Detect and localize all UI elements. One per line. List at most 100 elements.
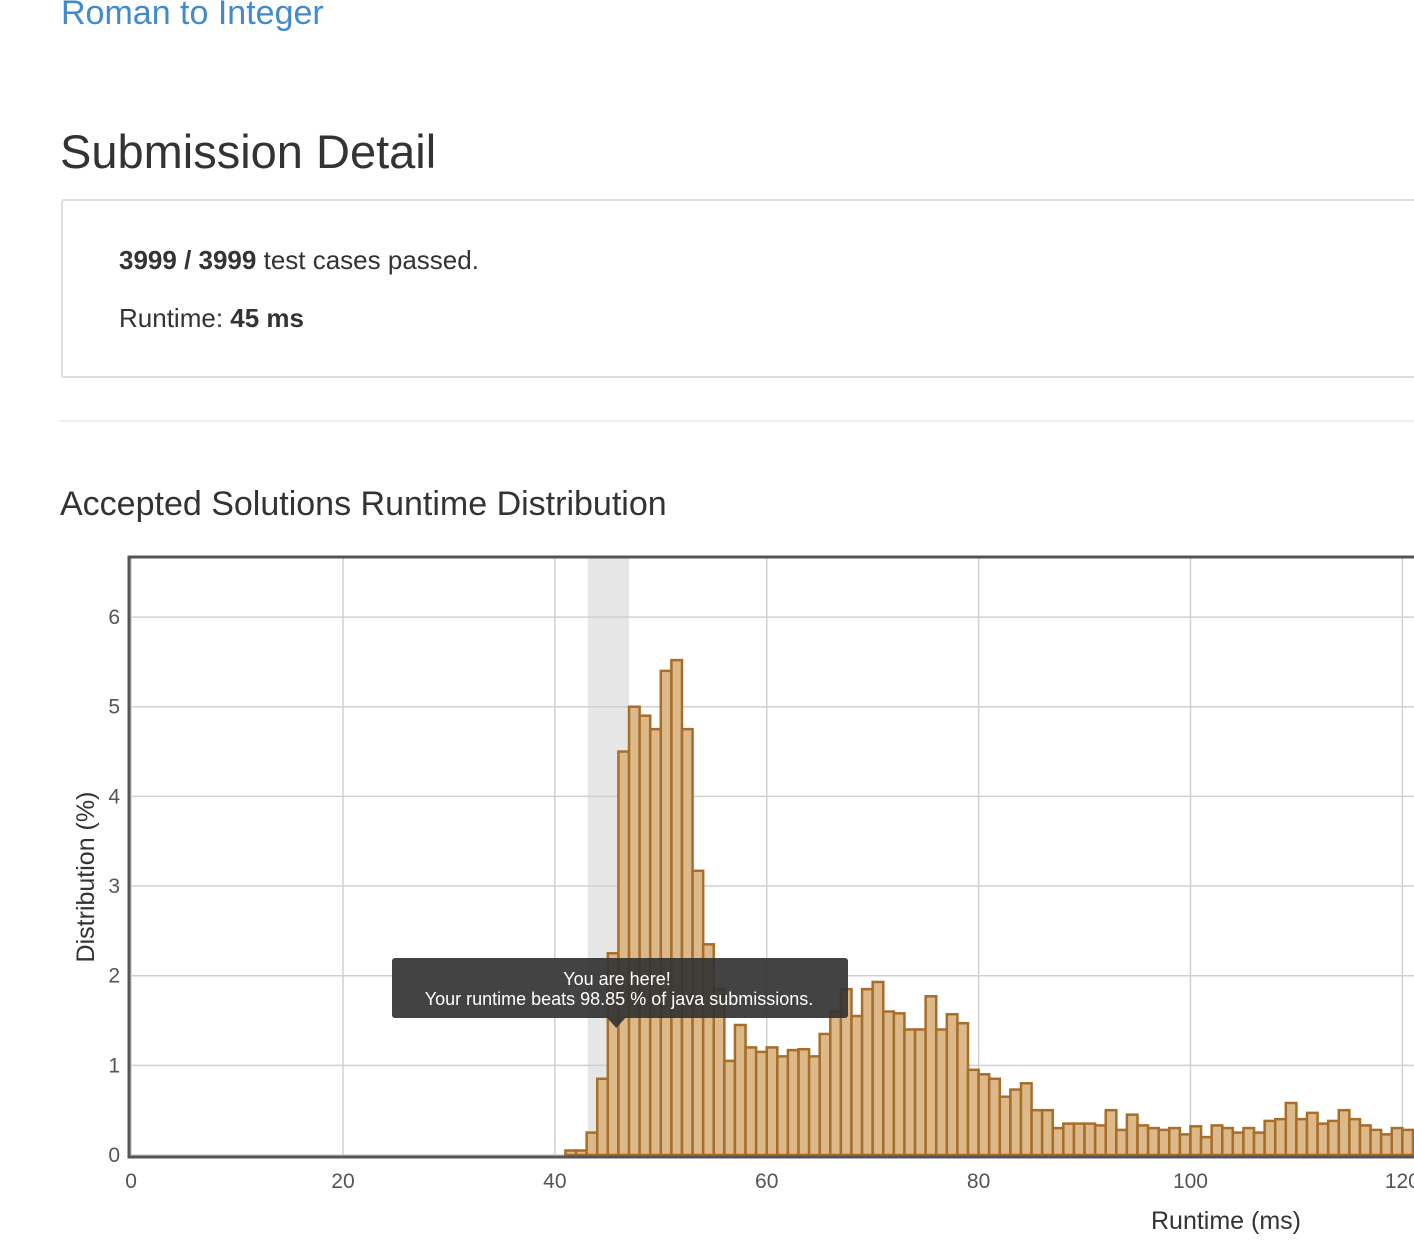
bar	[776, 1055, 790, 1157]
tooltip: You are here!Your runtime beats 98.85 % …	[392, 958, 848, 1028]
bar	[1125, 1113, 1139, 1157]
y-tick-label: 3	[108, 875, 120, 898]
x-tick-label: 0	[125, 1170, 137, 1193]
bar	[1263, 1119, 1277, 1157]
bar	[1273, 1117, 1288, 1157]
bar	[829, 1010, 843, 1157]
y-tick-label: 0	[108, 1144, 120, 1167]
bar	[1305, 1111, 1319, 1157]
bar	[1019, 1082, 1033, 1157]
bar	[977, 1073, 991, 1157]
bar	[882, 1010, 896, 1157]
bar	[924, 995, 938, 1157]
bar	[617, 750, 631, 1157]
bar	[1136, 1124, 1150, 1157]
tooltip-arrow	[607, 1018, 626, 1028]
bar	[1115, 1128, 1129, 1157]
bar	[670, 658, 684, 1157]
bar	[892, 1012, 906, 1157]
bar	[1157, 1128, 1171, 1157]
bar	[723, 1059, 737, 1157]
bar	[1051, 1126, 1065, 1157]
bar	[1040, 1108, 1055, 1157]
bar	[1295, 1117, 1309, 1157]
bar	[1062, 1122, 1076, 1157]
bar	[860, 987, 874, 1157]
passed-count: 3999 / 3999	[119, 245, 257, 275]
bar	[913, 1028, 927, 1157]
x-tick-label: 100	[1173, 1170, 1208, 1193]
bar	[871, 980, 885, 1157]
bar	[998, 1095, 1012, 1157]
bar	[627, 705, 641, 1157]
bar	[1221, 1126, 1235, 1157]
bar	[797, 1047, 811, 1157]
bar	[1379, 1133, 1394, 1157]
bar	[1030, 1108, 1044, 1157]
bar	[1189, 1125, 1203, 1157]
bar	[850, 1014, 864, 1157]
divider	[60, 420, 1414, 422]
bar	[966, 1068, 980, 1157]
bar	[1210, 1124, 1224, 1157]
bar	[1083, 1122, 1097, 1157]
bar	[765, 1046, 779, 1157]
bar	[903, 1028, 917, 1157]
chart-heading: Accepted Solutions Runtime Distribution	[60, 485, 667, 523]
passed-line: 3999 / 3999 test cases passed.	[119, 245, 479, 276]
bar	[585, 1131, 599, 1157]
bar	[1401, 1128, 1414, 1157]
y-tick-label: 2	[108, 965, 120, 988]
bar	[987, 1077, 1002, 1157]
bar	[1358, 1124, 1372, 1157]
x-axis-label: Runtime (ms)	[1151, 1207, 1301, 1235]
x-tick-label: 40	[543, 1170, 566, 1193]
x-tick-label: 80	[967, 1170, 990, 1193]
y-tick-label: 4	[108, 785, 120, 808]
bar	[564, 1149, 578, 1157]
bar	[680, 727, 694, 1157]
bar	[1199, 1135, 1213, 1157]
bar	[1252, 1131, 1266, 1157]
passed-text: test cases passed.	[263, 245, 479, 275]
bar	[945, 1012, 959, 1157]
plot-frame	[127, 555, 1414, 1159]
bar	[1326, 1119, 1341, 1157]
bar	[1337, 1108, 1351, 1157]
bar	[1104, 1108, 1118, 1157]
bar	[807, 1055, 821, 1157]
bar	[595, 1077, 610, 1157]
bar	[1093, 1124, 1107, 1157]
bar	[818, 1032, 832, 1157]
bar	[1072, 1122, 1086, 1157]
bar	[1231, 1131, 1245, 1157]
tooltip-title: You are here!	[563, 969, 670, 989]
bar	[1146, 1126, 1160, 1157]
bar	[659, 669, 673, 1157]
x-tick-label: 20	[331, 1170, 354, 1193]
y-tick-label: 1	[108, 1054, 120, 1077]
runtime-label: Runtime:	[119, 303, 224, 333]
bar	[638, 714, 652, 1157]
y-axis-label: Distribution (%)	[72, 792, 100, 963]
problem-link[interactable]: Roman to Integer	[61, 0, 324, 32]
bar	[786, 1048, 800, 1157]
bar	[754, 1050, 768, 1157]
y-tick-label: 5	[108, 696, 120, 719]
tooltip-text: Your runtime beats 98.85 % of java submi…	[425, 989, 814, 1009]
y-tick-label: 6	[108, 606, 120, 629]
x-tick-label: 120	[1385, 1170, 1414, 1193]
bar	[1390, 1126, 1404, 1157]
bar	[1242, 1126, 1256, 1157]
bar	[1009, 1088, 1023, 1157]
bar	[1316, 1122, 1330, 1157]
runtime-line: Runtime: 45 ms	[119, 303, 304, 334]
bar	[1369, 1128, 1383, 1157]
bar	[574, 1149, 588, 1157]
summary-box: 3999 / 3999 test cases passed. Runtime: …	[61, 199, 1414, 378]
bar	[934, 1028, 949, 1157]
bar	[1284, 1101, 1298, 1157]
heading: Submission Detail	[60, 125, 437, 178]
bar	[1178, 1133, 1192, 1157]
